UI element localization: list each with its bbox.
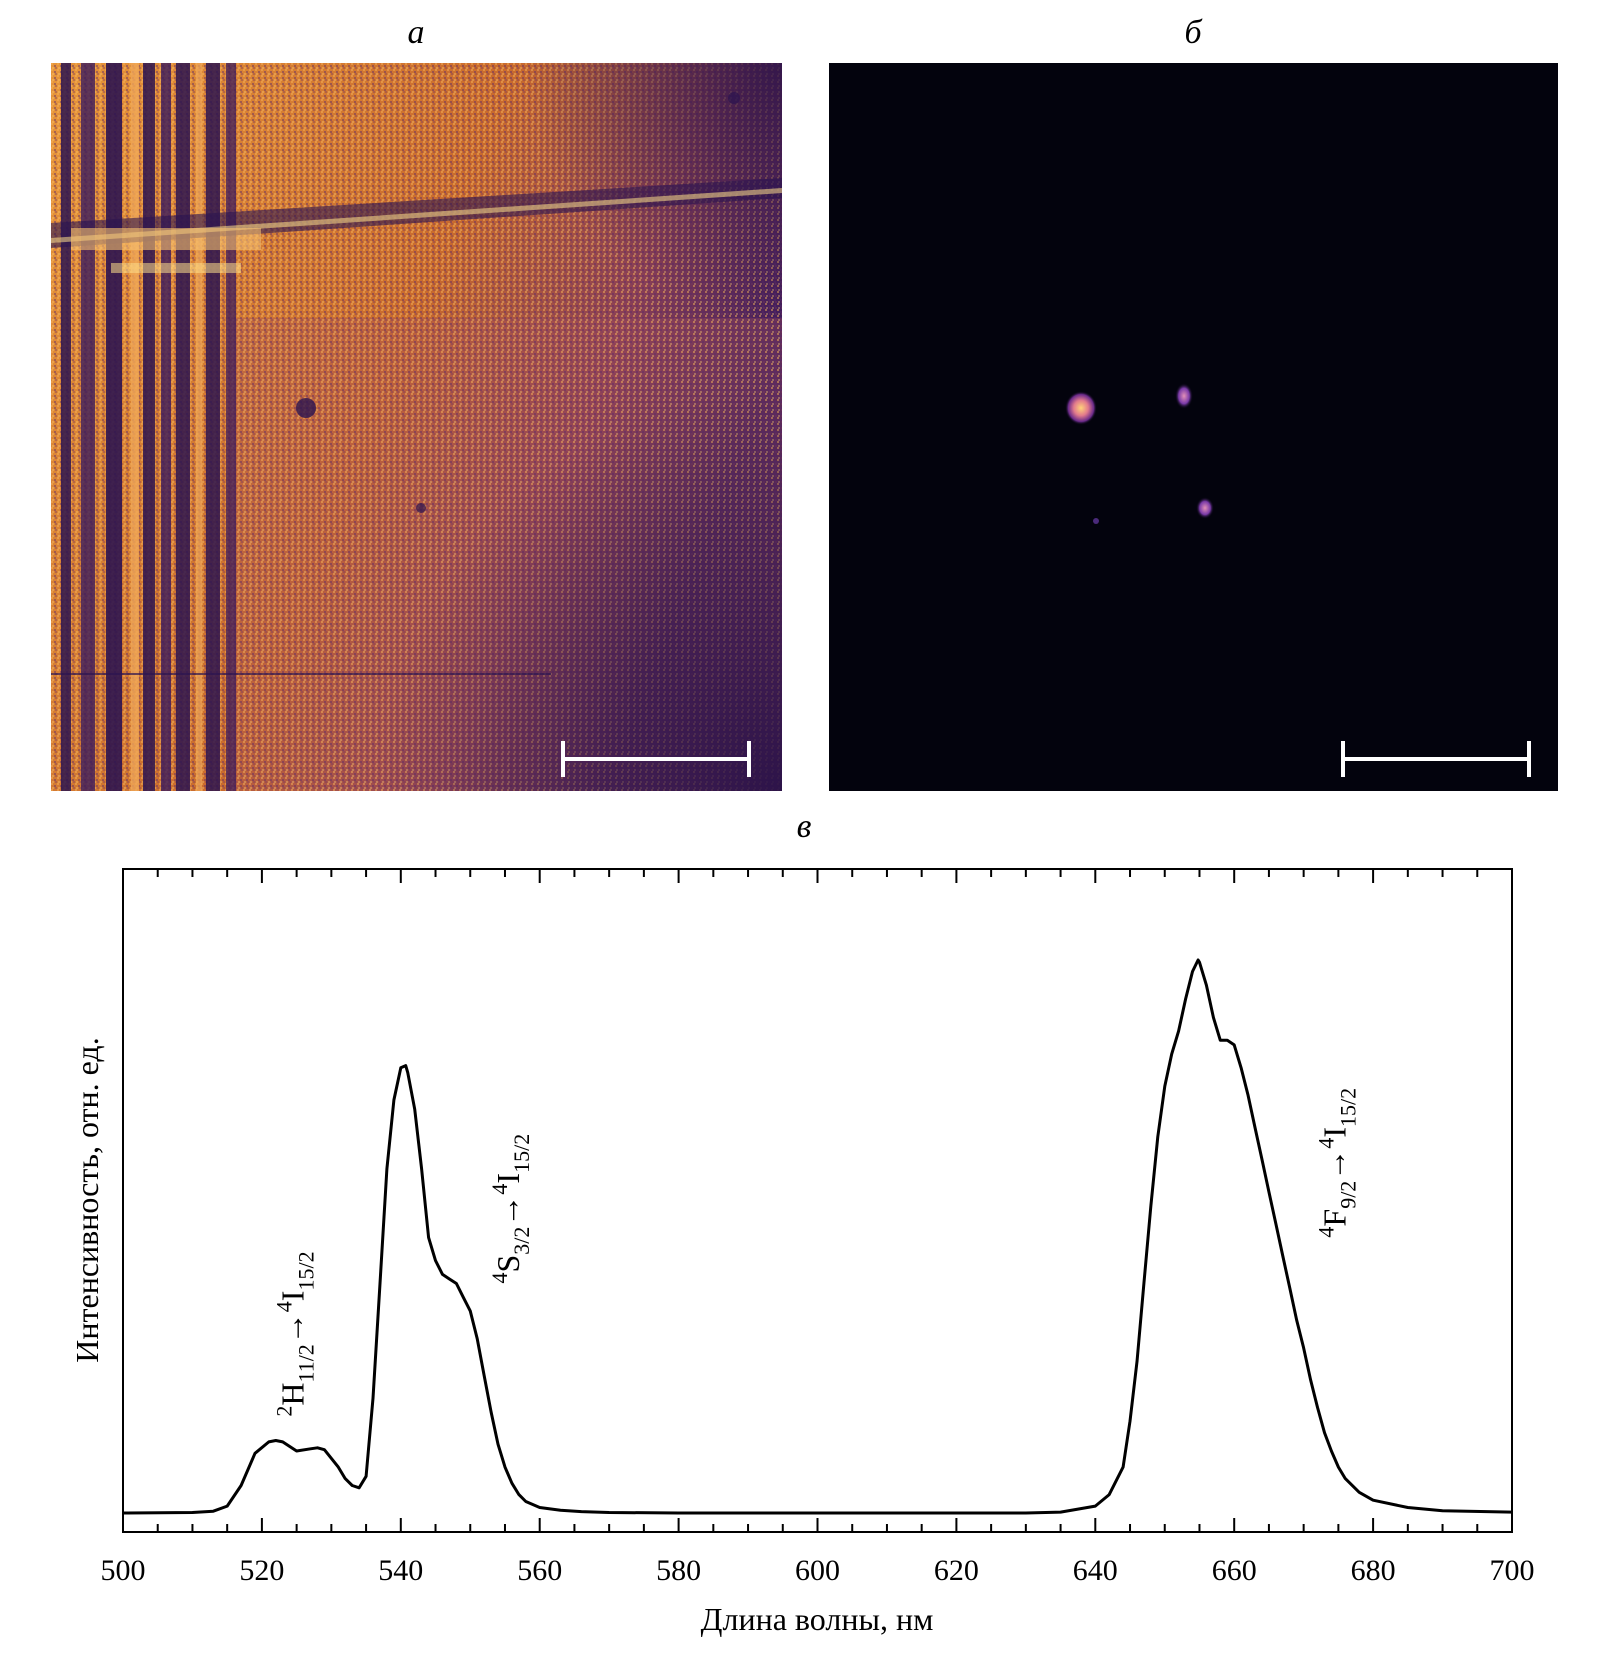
x-tick-label: 580 [656, 1554, 701, 1587]
x-tick-label: 540 [378, 1554, 423, 1587]
x-tick-label: 520 [239, 1554, 284, 1587]
y-axis-label: Интенсивность, отн. ед. [69, 1037, 105, 1362]
x-tick-label: 640 [1073, 1554, 1118, 1587]
map-a-graphic [51, 63, 782, 791]
x-tick-label: 500 [101, 1554, 146, 1587]
x-axis-ticks [122, 869, 1513, 1532]
plot-frame [122, 868, 1513, 1533]
transition-label: 4F9/2→4I15/2 [1313, 1088, 1360, 1238]
scale-bar-a [561, 741, 751, 777]
scale-bar-b [1341, 741, 1531, 777]
bright-spot [1175, 383, 1193, 409]
transition-label: 2H11/2→4I15/2 [272, 1251, 319, 1416]
panel-label-a: а [407, 14, 425, 51]
bright-spot [1196, 497, 1214, 519]
x-axis-label: Длина волны, нм [701, 1601, 934, 1637]
panel-label-c: в [796, 808, 812, 845]
bright-spot [1093, 518, 1099, 524]
bright-spot [1065, 391, 1097, 425]
x-tick-label: 700 [1490, 1554, 1535, 1587]
spectrum-line [122, 958, 1513, 1515]
map-b-graphic [829, 63, 1558, 791]
luminescence-map-b [829, 63, 1558, 791]
x-tick-label: 660 [1212, 1554, 1257, 1587]
x-tick-label: 600 [795, 1554, 840, 1587]
x-axis-tick-labels: 500 520 540 560 580 600 620 640 660 680 700 [101, 1554, 1535, 1587]
panel-label-b: б [1184, 14, 1202, 51]
x-tick-label: 560 [517, 1554, 562, 1587]
x-tick-label: 620 [934, 1554, 979, 1587]
transition-annotations: 2H11/2→4I15/2 4S3/2→4I15/2 4F9/2→4I15/2 [272, 1088, 1361, 1417]
luminescence-map-a [51, 63, 782, 791]
transition-label: 4S3/2→4I15/2 [487, 1134, 534, 1284]
x-tick-label: 680 [1351, 1554, 1396, 1587]
